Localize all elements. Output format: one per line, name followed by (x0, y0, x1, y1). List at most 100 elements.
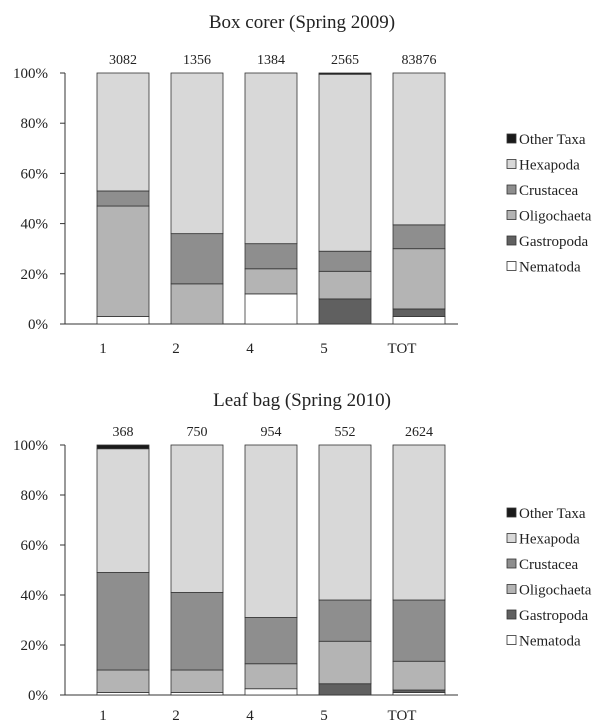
bar-segment-hexapoda (318, 73, 372, 252)
bar-segment-nematoda (244, 293, 298, 325)
bar-segment-crustacea (244, 617, 298, 665)
bar-segment-oligochaeta (96, 205, 150, 317)
x-category-label: 5 (320, 341, 328, 357)
bar-segment-crustacea (170, 233, 224, 285)
bar-segment-hexapoda (96, 72, 150, 192)
legend-swatch (506, 210, 517, 220)
bar-segment-oligochaeta (392, 660, 446, 691)
chart-title: Leaf bag (Spring 2010) (213, 390, 391, 411)
bar-total-label: 368 (113, 425, 134, 440)
bar-total-label: 2624 (405, 425, 433, 440)
legend-swatch (506, 261, 517, 271)
bar-segment-nematoda (244, 688, 298, 696)
legend-label: Oligochaeta (519, 209, 592, 225)
legend-label: Crustacea (519, 557, 578, 573)
legend-label: Hexapoda (519, 532, 580, 548)
y-tick-label: 20% (21, 638, 49, 654)
bar-segment-crustacea (96, 572, 150, 671)
bar-segment-gastropoda (392, 308, 446, 317)
legend-swatch (506, 159, 517, 169)
bar-segment-other-taxa (318, 72, 372, 75)
bar-segment-hexapoda (170, 72, 224, 235)
bar-segment-hexapoda (244, 72, 298, 245)
legend-swatch (506, 184, 517, 195)
y-tick-label: 80% (21, 488, 49, 504)
legend-swatch (506, 235, 517, 246)
y-tick-label: 80% (21, 116, 49, 132)
bar-segment-crustacea (318, 250, 372, 272)
legend-swatch (506, 558, 517, 569)
bar-segment-other-taxa (96, 444, 150, 450)
bar-total-label: 1384 (257, 53, 285, 68)
bar-segment-crustacea (318, 599, 372, 642)
x-category-label: 2 (172, 708, 180, 724)
bar-total-label: 3082 (109, 53, 137, 68)
legend-label: Gastropoda (519, 608, 588, 624)
legend-label: Hexapoda (519, 158, 580, 174)
x-category-label: 5 (320, 708, 328, 724)
legend-swatch (506, 507, 517, 518)
bar-segment-oligochaeta (318, 270, 372, 300)
bar-segment-crustacea (96, 190, 150, 207)
chart-2: Leaf bag (Spring 2010) 0% 20% 40% 60% 80% 100%… (13, 390, 592, 724)
bar-segment-nematoda (392, 316, 446, 325)
legend-swatch (506, 133, 517, 144)
bar-segment-crustacea (170, 592, 224, 671)
x-category-label: 1 (99, 708, 107, 724)
bar-segment-hexapoda (170, 444, 224, 593)
legend-swatch (506, 533, 517, 543)
bar-segment-oligochaeta (96, 669, 150, 693)
y-tick-label: 60% (21, 538, 49, 554)
bar-segment-hexapoda (392, 72, 446, 226)
legend-label: Other Taxa (519, 506, 586, 522)
bar-segment-hexapoda (96, 448, 150, 573)
bar-total-label: 552 (335, 425, 356, 440)
bar-total-label: 83876 (402, 53, 437, 68)
bar-segment-gastropoda (318, 298, 372, 325)
y-tick-label: 40% (21, 588, 49, 604)
legend-label: Oligochaeta (519, 583, 592, 599)
y-tick-label: 20% (21, 267, 49, 283)
legend-swatch (506, 609, 517, 620)
bar-segment-oligochaeta (170, 283, 224, 325)
bar-segment-hexapoda (244, 444, 298, 618)
bar-segment-oligochaeta (244, 268, 298, 295)
x-category-label: TOT (388, 708, 417, 724)
y-tick-label: 0% (28, 688, 48, 704)
bar-segment-nematoda (96, 316, 150, 325)
bar-total-label: 750 (187, 425, 208, 440)
bar-segment-hexapoda (318, 444, 372, 601)
legend-swatch (506, 584, 517, 594)
y-tick-label: 0% (28, 317, 48, 333)
x-category-label: 4 (246, 341, 254, 357)
legend-label: Crustacea (519, 183, 578, 199)
legend-label: Gastropoda (519, 234, 588, 250)
chart-title: Box corer (Spring 2009) (209, 12, 395, 33)
bar-total-label: 2565 (331, 53, 359, 68)
bar-segment-crustacea (392, 224, 446, 250)
legend-swatch (506, 635, 517, 645)
bar-segment-oligochaeta (392, 248, 446, 310)
x-category-label: 2 (172, 341, 180, 357)
x-category-label: 4 (246, 708, 254, 724)
bar-segment-oligochaeta (318, 640, 372, 685)
bar-segment-gastropoda (318, 683, 372, 696)
y-tick-label: 100% (13, 66, 48, 82)
x-category-label: 1 (99, 341, 107, 357)
y-tick-label: 40% (21, 217, 49, 233)
bar-total-label: 1356 (183, 53, 211, 68)
bar-segment-oligochaeta (170, 669, 224, 693)
legend-label: Nematoda (519, 260, 581, 276)
legend-label: Other Taxa (519, 132, 586, 148)
legend-label: Nematoda (519, 634, 581, 650)
y-tick-label: 100% (13, 438, 48, 454)
chart-1: Box corer (Spring 2009) 0% 20% 40% 60% 80% 100… (13, 12, 592, 357)
bar-segment-oligochaeta (244, 663, 298, 690)
y-tick-label: 60% (21, 166, 49, 182)
bar-total-label: 954 (261, 425, 282, 440)
x-category-label: TOT (388, 341, 417, 357)
bar-segment-crustacea (392, 599, 446, 662)
bar-segment-crustacea (244, 243, 298, 270)
bar-segment-hexapoda (392, 444, 446, 601)
